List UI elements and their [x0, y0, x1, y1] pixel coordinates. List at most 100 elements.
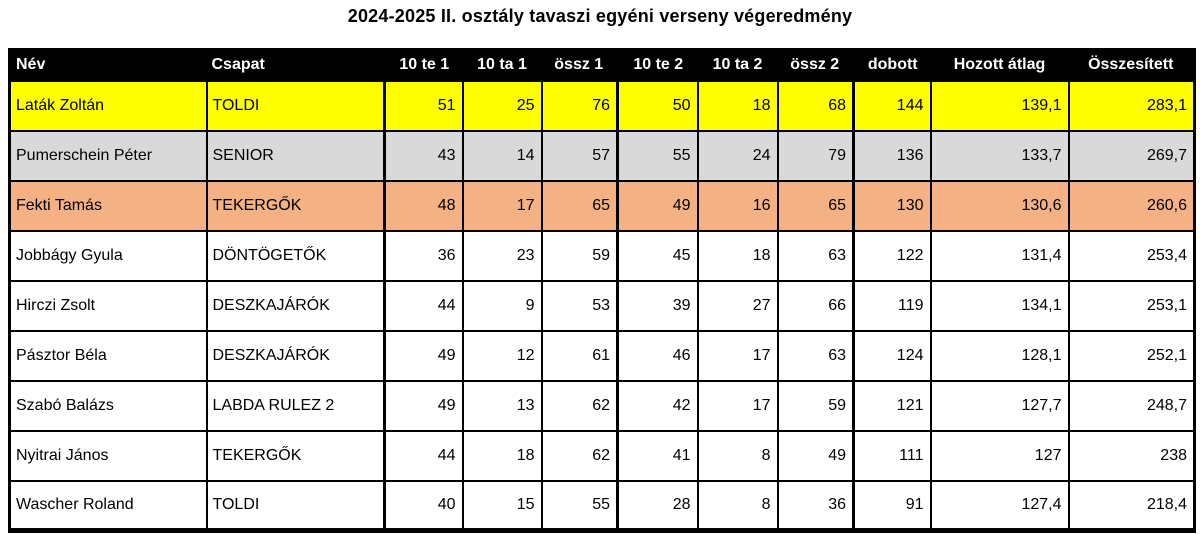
cell-ossz1: 57	[540, 129, 619, 182]
cell-hozott-atlag: 139,1	[929, 79, 1070, 132]
cell-te2: 55	[616, 129, 699, 182]
cell-te2: 39	[616, 279, 699, 332]
cell-osszesitett: 283,1	[1067, 79, 1196, 132]
cell-te1: 48	[383, 179, 464, 232]
cell-ossz2: 59	[776, 379, 855, 432]
column-header-ossz1: össz 1	[541, 49, 619, 81]
cell-te1: 40	[383, 479, 464, 532]
cell-hozott-atlag: 131,4	[929, 229, 1070, 282]
cell-ossz1: 65	[540, 179, 619, 232]
cell-hozott-atlag: 130,6	[929, 179, 1070, 232]
cell-te2: 42	[616, 379, 699, 432]
cell-ta1: 23	[461, 229, 543, 282]
table-row: Wascher Roland TOLDI 40 15 55 28 8 36 91 127,4 218…	[8, 479, 1196, 532]
cell-te2: 41	[616, 429, 699, 482]
cell-dobott: 130	[852, 179, 932, 232]
cell-ta2: 24	[696, 129, 779, 182]
cell-te1: 49	[383, 379, 464, 432]
column-header-te2: 10 te 2	[617, 49, 698, 81]
cell-osszesitett: 238	[1067, 429, 1196, 482]
column-header-ta1: 10 ta 1	[462, 49, 542, 81]
cell-osszesitett: 252,1	[1067, 329, 1196, 382]
cell-csapat: DESZKAJÁRÓK	[205, 279, 386, 332]
cell-ossz1: 62	[540, 429, 619, 482]
cell-osszesitett: 218,4	[1067, 479, 1196, 532]
header-row: Név Csapat 10 te 1 10 ta 1 össz 1 10 te 2 10 t…	[9, 49, 1195, 81]
cell-osszesitett: 253,4	[1067, 229, 1196, 282]
cell-te2: 50	[616, 79, 699, 132]
cell-csapat: TOLDI	[205, 79, 386, 132]
cell-hozott-atlag: 127,7	[929, 379, 1070, 432]
cell-hozott-atlag: 128,1	[929, 329, 1070, 382]
cell-ossz2: 63	[776, 229, 855, 282]
cell-ossz2: 63	[776, 329, 855, 382]
cell-nev: Jobbágy Gyula	[8, 229, 208, 282]
column-header-ta2: 10 ta 2	[697, 49, 778, 81]
cell-dobott: 119	[852, 279, 932, 332]
cell-te1: 44	[383, 429, 464, 482]
table-row: Pumerschein Péter SENIOR 43 14 57 55 24 79 136 13…	[8, 129, 1196, 182]
cell-ta1: 9	[461, 279, 543, 332]
cell-ta1: 17	[461, 179, 543, 232]
cell-osszesitett: 260,6	[1067, 179, 1196, 232]
cell-ossz1: 76	[540, 79, 619, 132]
cell-te1: 43	[383, 129, 464, 182]
column-header-nev: Név	[9, 49, 207, 81]
cell-ta2: 8	[696, 479, 779, 532]
cell-csapat: LABDA RULEZ 2	[205, 379, 386, 432]
cell-ossz2: 79	[776, 129, 855, 182]
cell-nev: Fekti Tamás	[8, 179, 208, 232]
page-title: 2024-2025 II. osztály tavaszi egyéni ver…	[347, 6, 853, 26]
cell-te2: 49	[616, 179, 699, 232]
cell-osszesitett: 248,7	[1067, 379, 1196, 432]
cell-csapat: DÖNTÖGETŐK	[205, 229, 386, 282]
column-header-osszesitett: Összesített	[1068, 49, 1195, 81]
cell-ta1: 13	[461, 379, 543, 432]
cell-nev: Szabó Balázs	[8, 379, 208, 432]
cell-te1: 36	[383, 229, 464, 282]
cell-ta2: 18	[696, 229, 779, 282]
cell-csapat: TEKERGŐK	[205, 429, 386, 482]
cell-osszesitett: 269,7	[1067, 129, 1196, 182]
cell-hozott-atlag: 127,4	[929, 479, 1070, 532]
cell-dobott: 121	[852, 379, 932, 432]
cell-dobott: 122	[852, 229, 932, 282]
cell-nev: Pásztor Béla	[8, 329, 208, 382]
column-header-hozott-atlag: Hozott átlag	[930, 49, 1069, 81]
cell-ta2: 18	[696, 79, 779, 132]
cell-ossz1: 61	[540, 329, 619, 382]
table-row: Fekti Tamás TEKERGŐK 48 17 65 49 16 65 130 130,6 2…	[8, 179, 1196, 232]
cell-csapat: SENIOR	[205, 129, 386, 182]
cell-csapat: DESZKAJÁRÓK	[205, 329, 386, 382]
cell-ossz2: 36	[776, 479, 855, 532]
cell-ta1: 14	[461, 129, 543, 182]
cell-ossz2: 66	[776, 279, 855, 332]
cell-ossz1: 62	[540, 379, 619, 432]
column-header-ossz2: össz 2	[777, 49, 855, 81]
cell-te1: 49	[383, 329, 464, 382]
cell-dobott: 136	[852, 129, 932, 182]
cell-nev: Laták Zoltán	[8, 79, 208, 132]
table-row: Pásztor Béla DESZKAJÁRÓK 49 12 61 46 17 63 124 12…	[8, 329, 1196, 382]
cell-nev: Nyitrai János	[8, 429, 208, 482]
cell-ossz2: 49	[776, 429, 855, 482]
cell-ta2: 16	[696, 179, 779, 232]
column-header-csapat: Csapat	[206, 49, 386, 81]
column-header-dobott: dobott	[853, 49, 931, 81]
cell-ta2: 17	[696, 379, 779, 432]
cell-ossz1: 55	[540, 479, 619, 532]
cell-dobott: 144	[852, 79, 932, 132]
cell-ta1: 25	[461, 79, 543, 132]
column-header-te1: 10 te 1	[384, 49, 463, 81]
table-row: Laták Zoltán TOLDI 51 25 76 50 18 68 144 139,1 283…	[8, 79, 1196, 132]
cell-csapat: TOLDI	[205, 479, 386, 532]
cell-nev: Pumerschein Péter	[8, 129, 208, 182]
cell-te2: 45	[616, 229, 699, 282]
results-table: Név Csapat 10 te 1 10 ta 1 össz 1 10 te 2 10 t…	[8, 48, 1196, 533]
cell-nev: Wascher Roland	[8, 479, 208, 532]
cell-ta1: 12	[461, 329, 543, 382]
results-body: Laták Zoltán TOLDI 51 25 76 50 18 68 144 139,1 283…	[8, 79, 1196, 532]
cell-te1: 44	[383, 279, 464, 332]
cell-ossz1: 59	[540, 229, 619, 282]
